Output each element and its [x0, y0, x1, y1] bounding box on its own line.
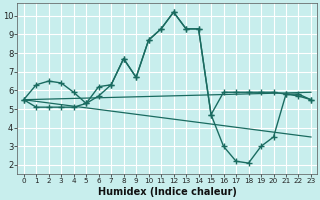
X-axis label: Humidex (Indice chaleur): Humidex (Indice chaleur) — [98, 187, 237, 197]
